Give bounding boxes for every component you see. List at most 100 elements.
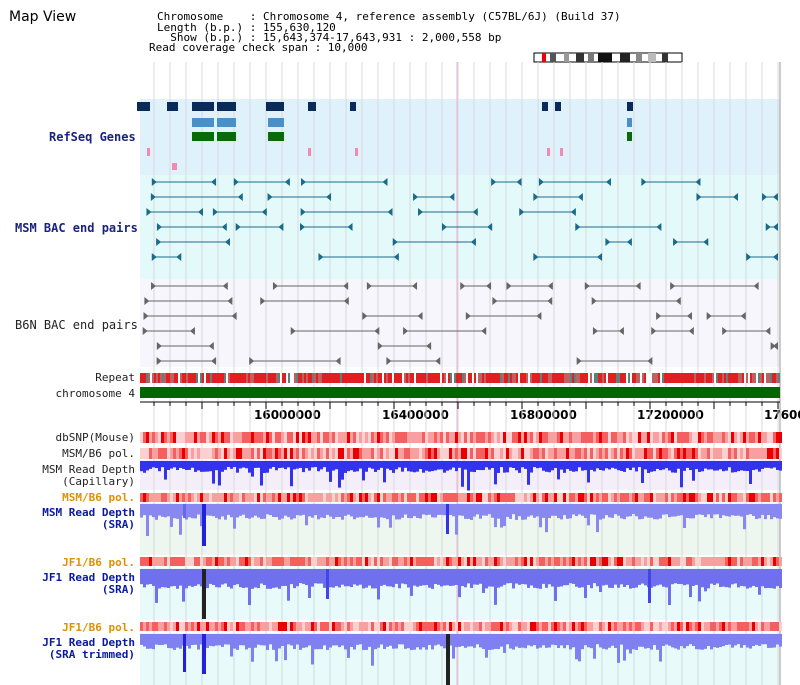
polymorphism-cell xyxy=(152,622,155,631)
polymorphism-cell xyxy=(200,622,203,631)
track-label-chromosome[interactable]: chromosome 4 xyxy=(55,387,135,400)
polymorphism-cell xyxy=(353,448,356,459)
depth-bar xyxy=(239,569,242,588)
polymorphism-cell xyxy=(224,622,227,631)
track-label-jf1-depth-trim[interactable]: JF1 Read Depth xyxy=(42,636,135,649)
polymorphism-cell xyxy=(587,622,590,631)
depth-bar xyxy=(584,634,587,646)
polymorphism-cell xyxy=(584,448,587,459)
depth-bar xyxy=(611,461,614,468)
polymorphism-cell xyxy=(263,448,266,459)
repeat-segment xyxy=(708,373,710,383)
bac-end-marker xyxy=(647,357,653,365)
repeat-segment xyxy=(578,373,580,383)
repeat-segment xyxy=(196,373,198,383)
polymorphism-cell xyxy=(359,557,362,566)
depth-bar xyxy=(737,461,740,472)
polymorphism-cell xyxy=(767,448,770,459)
depth-bar xyxy=(440,461,443,470)
repeat-segment xyxy=(430,373,432,383)
polymorphism-cell xyxy=(596,448,599,459)
polymorphism-cell xyxy=(641,493,644,502)
polymorphism-cell xyxy=(482,493,485,502)
polymorphism-cell xyxy=(770,622,773,631)
repeat-segment xyxy=(644,373,646,383)
repeat-segment xyxy=(306,373,308,383)
depth-bar xyxy=(740,634,743,648)
polymorphism-cell xyxy=(197,622,200,631)
track-label-repeat[interactable]: Repeat xyxy=(95,371,135,384)
depth-bar xyxy=(758,634,761,646)
track-label-msm-depth-sra[interactable]: MSM Read Depth xyxy=(42,506,135,519)
depth-bar xyxy=(602,461,605,471)
polymorphism-cell xyxy=(680,432,683,443)
polymorphism-cell xyxy=(497,557,500,566)
depth-bar xyxy=(686,461,689,468)
polymorphism-cell xyxy=(506,557,509,566)
polymorphism-cell xyxy=(713,622,716,631)
track-label-refseq-genes[interactable]: RefSeq Genes xyxy=(49,130,136,144)
track-label-jf1-b6-pol-2[interactable]: JF1/B6 pol. xyxy=(62,621,135,634)
polymorphism-cell xyxy=(182,432,185,443)
polymorphism-cell xyxy=(239,432,242,443)
depth-bar xyxy=(443,504,446,516)
track-label-msm-b6-pol-1[interactable]: MSM/B6 pol. xyxy=(62,447,135,460)
depth-bar xyxy=(707,504,710,515)
track-label-msm-depth-cap[interactable]: MSM Read Depth xyxy=(42,463,135,476)
polymorphism-cell xyxy=(431,448,434,459)
depth-bar xyxy=(599,569,602,593)
track-label-jf1-depth-sra[interactable]: JF1 Read Depth xyxy=(42,571,135,584)
polymorphism-cell xyxy=(239,622,242,631)
bac-end-marker xyxy=(773,223,778,231)
refseq-gene xyxy=(542,102,548,111)
polymorphism-cell xyxy=(317,432,320,443)
polymorphism-cell xyxy=(347,557,350,566)
track-label-b6n-bac[interactable]: B6N BAC end pairs xyxy=(15,318,138,332)
polymorphism-cell xyxy=(230,622,233,631)
depth-bar xyxy=(221,569,224,585)
bac-end-marker xyxy=(675,297,681,305)
depth-bar xyxy=(560,504,563,520)
bac-end-marker xyxy=(605,178,611,186)
depth-bar xyxy=(533,569,536,588)
depth-bar xyxy=(557,504,560,519)
polymorphism-cell xyxy=(563,493,566,502)
depth-bar xyxy=(749,461,752,484)
polymorphism-cell xyxy=(518,493,521,502)
polymorphism-cell xyxy=(230,448,233,459)
depth-bar xyxy=(656,461,659,469)
polymorphism-cell xyxy=(278,493,281,502)
polymorphism-cell xyxy=(674,432,677,443)
polymorphism-cell xyxy=(398,432,401,443)
repeat-segment xyxy=(254,373,256,383)
refseq-gene-pink xyxy=(547,148,550,156)
depth-bar xyxy=(575,569,578,587)
polymorphism-cell xyxy=(698,622,701,631)
depth-bar xyxy=(170,569,173,587)
repeat-segment xyxy=(288,373,290,383)
depth-bar xyxy=(254,504,257,516)
polymorphism-cell xyxy=(407,622,410,631)
bac-end-marker xyxy=(221,223,227,231)
track-label-msm-b6-pol-2[interactable]: MSM/B6 pol. xyxy=(62,491,135,504)
repeat-segment xyxy=(480,373,482,383)
polymorphism-cell xyxy=(683,448,686,459)
depth-bar xyxy=(692,634,695,647)
polymorphism-cell xyxy=(482,622,485,631)
track-label-jf1-b6-pol-1[interactable]: JF1/B6 pol. xyxy=(62,556,135,569)
repeat-segment xyxy=(336,373,338,383)
polymorphism-cell xyxy=(299,622,302,631)
polymorphism-cell xyxy=(146,432,149,443)
depth-bar xyxy=(566,634,569,646)
polymorphism-cell xyxy=(551,432,554,443)
polymorphism-cell xyxy=(176,432,179,443)
depth-bar xyxy=(644,461,647,470)
depth-spike xyxy=(202,504,206,546)
track-label-dbsnp[interactable]: dbSNP(Mouse) xyxy=(55,431,135,444)
chromosome-ideogram[interactable] xyxy=(528,52,688,64)
polymorphism-cell xyxy=(497,493,500,502)
track-label-msm-bac[interactable]: MSM BAC end pairs xyxy=(15,221,138,235)
depth-bar xyxy=(434,569,437,584)
polymorphism-cell xyxy=(746,493,749,502)
